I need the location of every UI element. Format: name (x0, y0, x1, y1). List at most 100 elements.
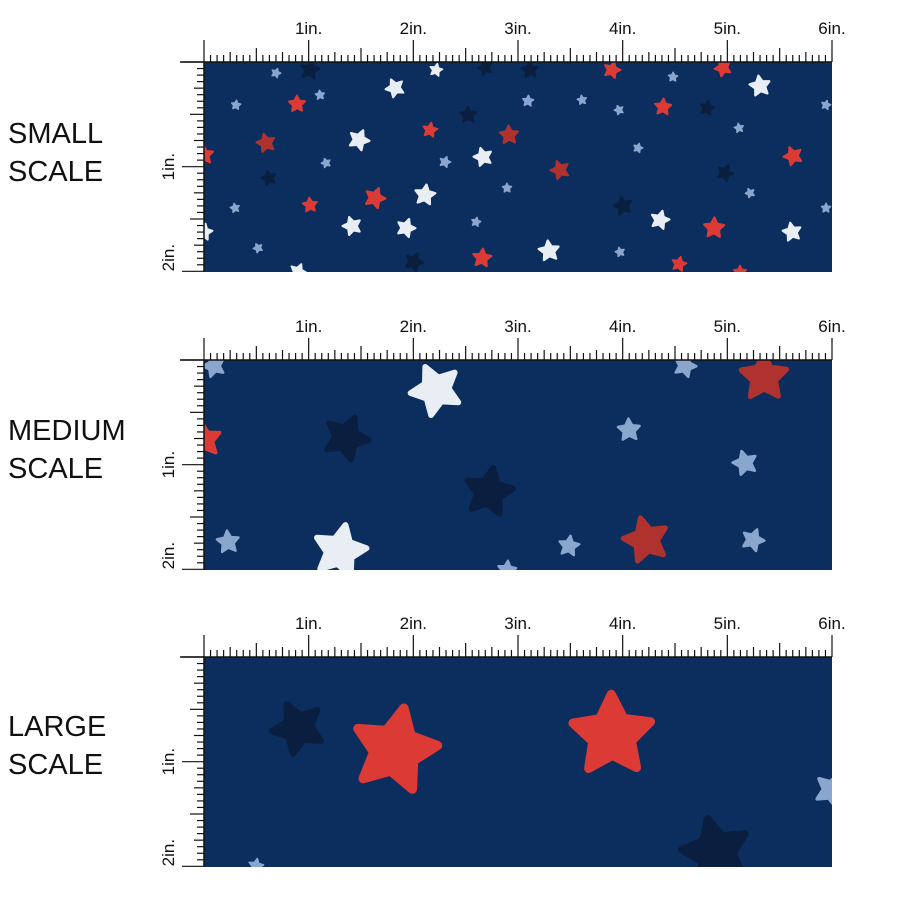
star (204, 422, 222, 455)
ruler-label: 1in. (295, 614, 322, 633)
star (674, 360, 698, 379)
star (820, 202, 832, 213)
star (498, 124, 519, 145)
star (458, 105, 477, 124)
star (616, 417, 641, 441)
star (731, 449, 757, 476)
star (476, 62, 493, 77)
ruler-label: 3in. (504, 317, 531, 336)
star-pattern (204, 62, 832, 272)
star (204, 360, 225, 379)
star (612, 195, 633, 216)
ruler-label: 2in. (400, 317, 427, 336)
ruler-label: 1in. (295, 19, 322, 38)
star (255, 132, 276, 153)
star (429, 62, 444, 77)
star (604, 62, 622, 80)
star (397, 217, 417, 239)
large-scale-panel: 1in. 2in. 3in. 4in. 5in. 6in. 1in. 2in. (159, 614, 846, 867)
star (713, 62, 732, 78)
star (204, 222, 214, 241)
star (650, 209, 671, 230)
ruler-label: 2in. (159, 244, 178, 271)
ruler-label: 1in. (159, 451, 178, 478)
star (301, 196, 318, 213)
fabric-swatch (204, 62, 832, 272)
ruler-label: 4in. (609, 317, 636, 336)
vertical-ruler: 1in. 2in. (159, 359, 205, 570)
small-scale-label: SMALL SCALE (8, 118, 104, 188)
ruler-label: 6in. (818, 614, 845, 633)
star (748, 74, 771, 97)
star (742, 528, 766, 553)
star (732, 264, 748, 272)
star (407, 363, 462, 419)
star (678, 815, 749, 867)
horizontal-ruler: 1in. 2in. 3in. 4in. 5in. 6in. (180, 317, 846, 361)
ruler-label: 2in. (400, 19, 427, 38)
star (620, 515, 668, 564)
star (323, 414, 372, 463)
star (782, 146, 803, 167)
horizontal-ruler: 1in. 2in. 3in. 4in. 5in. 6in. (180, 19, 846, 63)
star (537, 239, 560, 262)
star (576, 94, 588, 105)
star (404, 252, 425, 272)
ruler-label: 2in. (159, 839, 178, 866)
star (229, 202, 240, 214)
star (384, 78, 405, 99)
star (365, 187, 387, 210)
ruler-label: 2in. (400, 614, 427, 633)
ruler-label: 3in. (504, 614, 531, 633)
ruler-label: 1in. (159, 748, 178, 775)
vertical-ruler: 1in. 2in. (159, 656, 205, 867)
star (471, 216, 482, 228)
star (287, 94, 307, 112)
star (703, 216, 726, 238)
star (260, 169, 277, 186)
star (549, 160, 569, 181)
large-scale-label: LARGE SCALE (8, 711, 107, 781)
star (314, 89, 326, 100)
star (558, 534, 581, 557)
star (252, 242, 263, 254)
ruler-label: 4in. (609, 19, 636, 38)
star (522, 94, 535, 107)
medium-scale-label: MEDIUM SCALE (8, 415, 126, 485)
star (671, 255, 688, 272)
star (738, 360, 790, 400)
medium-scale-panel: 1in. 2in. 3in. 4in. 5in. 6in. 1in. 2in. (159, 317, 846, 570)
star (230, 99, 242, 110)
ruler-label: 4in. (609, 614, 636, 633)
star (353, 703, 443, 794)
vertical-ruler: 1in. 2in. (159, 61, 205, 272)
star (821, 99, 832, 111)
ruler-label: 5in. (714, 317, 741, 336)
star-pattern (204, 360, 790, 570)
star (501, 182, 513, 193)
star (497, 559, 518, 570)
star (781, 221, 802, 242)
star (300, 62, 321, 80)
star (348, 129, 371, 152)
star (472, 247, 493, 268)
star (733, 122, 744, 134)
ruler-label: 5in. (714, 614, 741, 633)
ruler-label: 6in. (818, 19, 845, 38)
star (414, 183, 437, 206)
star (716, 164, 735, 183)
star (290, 263, 308, 272)
star (654, 97, 673, 116)
star (568, 689, 656, 773)
ruler-label: 3in. (504, 19, 531, 38)
star (341, 215, 361, 237)
star (667, 71, 679, 82)
star (633, 142, 644, 154)
star (439, 155, 452, 169)
star (268, 700, 325, 758)
horizontal-ruler: 1in. 2in. 3in. 4in. 5in. 6in. (180, 614, 846, 658)
star (815, 776, 832, 805)
star (614, 246, 625, 258)
star (320, 157, 331, 169)
